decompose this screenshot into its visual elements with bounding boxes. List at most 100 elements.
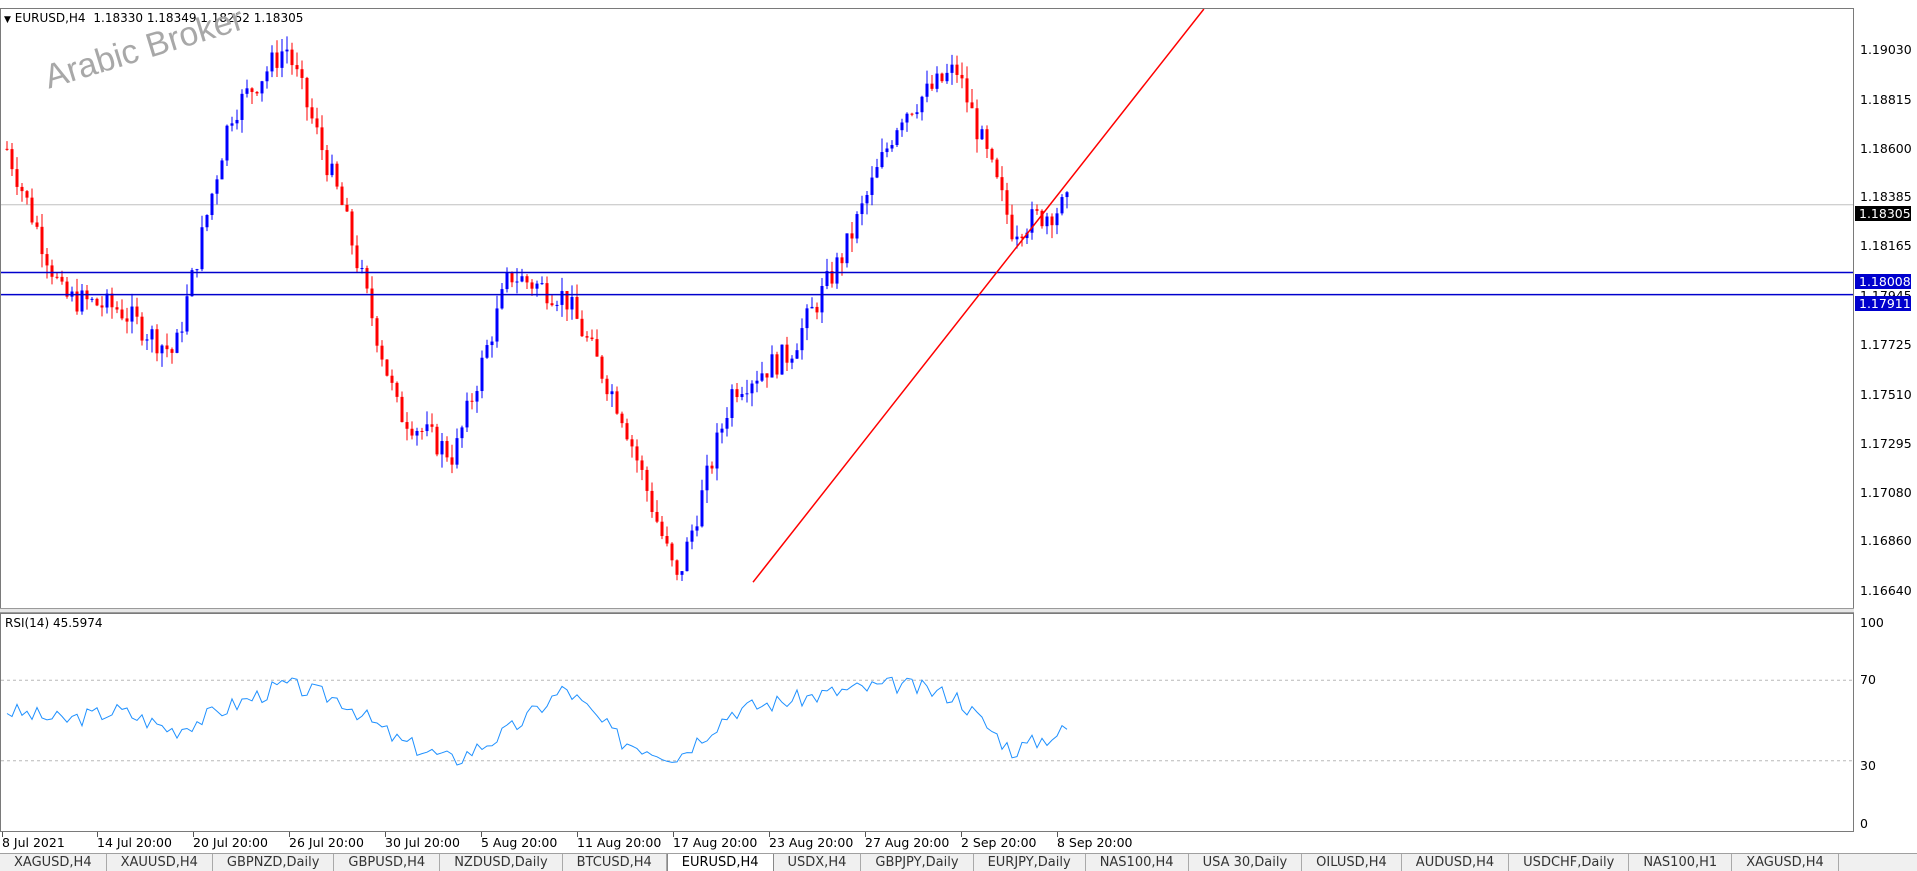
candle-body xyxy=(545,283,549,304)
candle-body xyxy=(860,203,864,215)
candle-body xyxy=(950,64,954,73)
candle-body xyxy=(220,160,224,180)
tab-gbpusd-h4[interactable]: GBPUSD,H4 xyxy=(334,854,441,871)
candle-body xyxy=(770,354,774,378)
candle-body xyxy=(935,73,939,89)
candle-body xyxy=(640,460,644,470)
time-label: 8 Jul 2021 xyxy=(2,835,65,850)
tab-gbpjpy-daily[interactable]: GBPJPY,Daily xyxy=(861,854,974,871)
candle-body xyxy=(715,432,719,469)
tab-nzdusd-daily[interactable]: NZDUSD,Daily xyxy=(440,854,563,871)
candle-body xyxy=(345,204,349,212)
candle-body xyxy=(285,49,289,52)
candle-body xyxy=(520,276,524,282)
candle-body xyxy=(230,123,234,126)
candle-body xyxy=(160,345,164,354)
tab-xagusd-h4[interactable]: XAGUSD,H4 xyxy=(0,854,107,871)
candle-body xyxy=(995,159,999,178)
time-label: 27 Aug 20:00 xyxy=(865,835,950,850)
tab-usdchf-daily[interactable]: USDCHF,Daily xyxy=(1509,854,1630,871)
candle-body xyxy=(885,148,889,153)
candle-body xyxy=(560,291,564,305)
candle-body xyxy=(755,380,759,384)
candle-body xyxy=(120,309,124,319)
candle-body xyxy=(405,422,409,429)
candle-body xyxy=(785,344,789,363)
candle-body xyxy=(515,281,519,283)
candle-body xyxy=(150,329,154,340)
time-tick xyxy=(193,832,194,837)
rsi-level-label: 70 xyxy=(1860,672,1876,687)
candle-body xyxy=(595,339,599,357)
candle-body xyxy=(540,283,544,285)
candle-body xyxy=(990,148,994,160)
tab-usdx-h4[interactable]: USDX,H4 xyxy=(774,854,862,871)
price-chart-plot xyxy=(1,9,1853,583)
price-label: 1.16860 xyxy=(1860,533,1912,548)
rsi-plot xyxy=(1,676,1853,766)
candle-body xyxy=(185,296,189,332)
candle-body xyxy=(90,298,94,300)
candle-body xyxy=(610,391,614,395)
candle-body xyxy=(800,328,804,351)
candle-body xyxy=(835,257,839,284)
tab-xauusd-h4[interactable]: XAUUSD,H4 xyxy=(107,854,213,871)
time-label: 5 Aug 20:00 xyxy=(481,835,558,850)
chart-tab-bar: XAGUSD,H4 XAUUSD,H4 GBPNZD,Daily GBPUSD,H4 N… xyxy=(0,853,1917,871)
candle-body xyxy=(670,543,674,561)
candle-body xyxy=(205,215,209,228)
candle-body xyxy=(80,290,84,312)
tab-oilusd-h4[interactable]: OILUSD,H4 xyxy=(1302,854,1402,871)
tab-usa30-daily[interactable]: USA 30,Daily xyxy=(1189,854,1303,871)
candle-body xyxy=(505,272,509,290)
candle-body xyxy=(525,276,529,283)
tab-xagusd-h4-2[interactable]: XAGUSD,H4 xyxy=(1732,854,1839,871)
candle-body xyxy=(310,107,314,119)
tab-gbpnzd-daily[interactable]: GBPNZD,Daily xyxy=(213,854,335,871)
rsi-level-label: 100 xyxy=(1860,615,1884,630)
candle-body xyxy=(790,358,794,363)
candle-body xyxy=(665,536,669,544)
candle-body xyxy=(495,308,499,342)
candle-body xyxy=(700,490,704,527)
price-label: 1.17295 xyxy=(1860,436,1912,451)
time-tick xyxy=(865,832,866,837)
tab-eurjpy-daily[interactable]: EURJPY,Daily xyxy=(974,854,1086,871)
collapse-triangle-icon[interactable]: ▼ xyxy=(4,15,11,25)
candle-body xyxy=(775,354,779,375)
tab-nas100-h4[interactable]: NAS100,H4 xyxy=(1086,854,1189,871)
candle-body xyxy=(135,306,139,317)
candle-body xyxy=(330,163,334,176)
rsi-panel[interactable] xyxy=(0,613,1854,832)
candle-body xyxy=(1060,197,1064,214)
tab-nas100-h1[interactable]: NAS100,H1 xyxy=(1629,854,1733,871)
candle-body xyxy=(655,511,659,522)
candle-body xyxy=(620,413,624,424)
candle-body xyxy=(145,339,149,341)
tab-eurusd-h4[interactable]: EURUSD,H4 xyxy=(666,854,774,871)
panel-splitter[interactable] xyxy=(0,608,1854,613)
candle-body xyxy=(955,64,959,75)
candle-body xyxy=(255,91,259,94)
candle-body xyxy=(40,226,44,255)
candle-body xyxy=(140,316,144,341)
candle-body xyxy=(55,276,59,278)
candle-body xyxy=(190,270,194,297)
candle-body xyxy=(1025,232,1029,239)
candle-body xyxy=(460,427,464,439)
candle-body xyxy=(1010,214,1014,240)
candle-body xyxy=(275,52,279,68)
tab-btcusd-h4[interactable]: BTCUSD,H4 xyxy=(563,854,667,871)
candle-body xyxy=(65,281,69,297)
price-chart[interactable] xyxy=(0,8,1854,609)
candle-body xyxy=(590,337,594,340)
candle-body xyxy=(605,378,609,395)
tab-audusd-h4[interactable]: AUDUSD,H4 xyxy=(1402,854,1510,871)
candle-body xyxy=(30,197,34,223)
candle-body xyxy=(710,465,714,469)
candle-body xyxy=(530,282,534,289)
candle-body xyxy=(400,396,404,423)
candle-body xyxy=(315,118,319,128)
price-label: 1.17510 xyxy=(1860,387,1912,402)
candle-body xyxy=(580,318,584,337)
